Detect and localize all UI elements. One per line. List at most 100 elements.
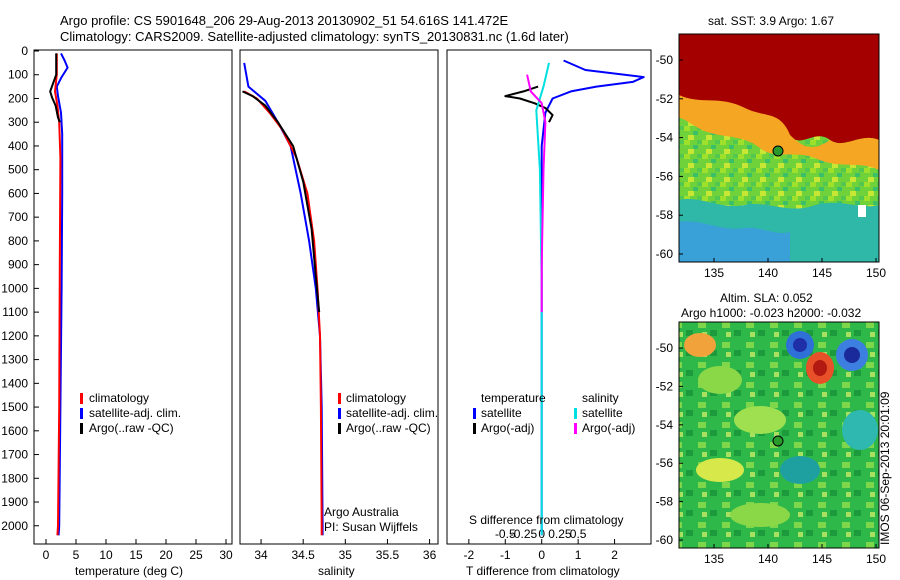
difference-profiles <box>504 59 645 536</box>
salinity-plot-frame <box>239 49 439 545</box>
sst-map-field <box>679 34 879 262</box>
temperature-tick-label: 0 <box>43 548 50 562</box>
lon-tick-label: 135 <box>704 552 724 566</box>
depth-tick-label: 1400 <box>1 376 28 390</box>
lon-tick-label: 135 <box>704 266 724 280</box>
sla-moderate-south <box>730 503 790 527</box>
temperature-tick-label: 10 <box>99 548 113 562</box>
lon-tick-label: 150 <box>866 266 886 280</box>
lat-tick-label: -50 <box>656 53 674 67</box>
legend-swatch-climatology <box>80 393 83 404</box>
temperature-xlabel: temperature (deg C) <box>75 564 183 578</box>
sla-map-field <box>679 322 879 548</box>
tdiff-tick-label: 2 <box>611 548 618 562</box>
sla-moderate-west <box>698 366 742 394</box>
depth-tick-label: 300 <box>8 115 28 129</box>
series-line <box>243 90 323 536</box>
depth-tick-label: 400 <box>8 139 28 153</box>
sst-warm-region <box>679 34 879 144</box>
sla-high-southwest <box>696 458 744 482</box>
lat-tick-label: -60 <box>656 533 674 547</box>
lat-tick-label: -54 <box>656 131 674 145</box>
lat-tick-label: -56 <box>656 169 674 183</box>
lat-tick-label: -58 <box>656 495 674 509</box>
sdiff-tick-label: -0.5 <box>495 527 516 541</box>
sla-low-east-core <box>844 347 860 363</box>
temperature-tick-label: 5 <box>73 548 80 562</box>
difference-top-title: S difference from climatology <box>469 513 624 527</box>
header-line1: Argo profile: CS 5901648_206 29-Aug-2013… <box>60 13 508 28</box>
temperature-panel: 0100200300400500600700800900100011001200… <box>1 44 451 578</box>
lon-tick-label: 150 <box>866 552 886 566</box>
temperature-tick-label: 20 <box>159 548 173 562</box>
lon-tick-label: 145 <box>812 552 832 566</box>
depth-tick-label: 1600 <box>1 424 28 438</box>
sla-high-west <box>684 333 716 357</box>
legend-sal-satellite: satellite <box>582 406 623 420</box>
depth-tick-label: 600 <box>8 186 28 200</box>
sla-map-title1: Altim. SLA: 0.052 <box>720 291 813 305</box>
credit-line1: Argo Australia <box>324 505 399 519</box>
lon-tick-label: 145 <box>812 266 832 280</box>
sla-map-frame <box>678 321 880 549</box>
sdiff-tick-label: 0.25 <box>548 527 572 541</box>
legend-swatch-argo <box>80 423 83 434</box>
legend-satellite: satellite-adj. clim. <box>89 406 181 420</box>
sla-low-north-core <box>793 338 807 352</box>
depth-tick-label: 100 <box>8 68 28 82</box>
series-line <box>242 90 321 313</box>
depth-tick-label: 200 <box>8 91 28 105</box>
sla-map: Altim. SLA: 0.052 Argo h1000: -0.023 h20… <box>656 291 887 566</box>
depth-tick-label: 500 <box>8 163 28 177</box>
difference-panel: -2 -1 0 1 2-0.5-0.25 0 0.250.5 S difference fr… <box>446 49 652 578</box>
legend-temp-satellite: satellite <box>481 406 522 420</box>
temperature-legend: climatology satellite-adj. clim. Argo(..… <box>80 391 181 435</box>
lon-tick-label: 140 <box>758 266 778 280</box>
salinity-xlabel: salinity <box>318 564 355 578</box>
legend-salinity-header: salinity <box>582 391 619 405</box>
sst-map-title: sat. SST: 3.9 Argo: 1.67 <box>708 14 834 28</box>
series-line <box>54 53 62 536</box>
legend-swatch-sal-argo <box>574 423 577 434</box>
lat-tick-label: -58 <box>656 208 674 222</box>
sla-high-center-core <box>813 360 827 376</box>
sdiff-tick-label: 0.5 <box>570 527 587 541</box>
depth-tick-label: 0 <box>21 44 28 58</box>
depth-tick-label: 900 <box>8 258 28 272</box>
depth-axis: 0 100 200 300 400 500 600 700 800 900 1000 1100 1200… <box>1 44 451 533</box>
temperature-plot-frame <box>33 49 233 545</box>
temperature-tick-label: 15 <box>129 548 143 562</box>
salinity-panel: 34 34.5 35 35.5 36 salinity climatology sate… <box>239 49 439 578</box>
sst-map-lon-axis: 135 140 145 150 <box>704 258 886 280</box>
tdiff-tick-label: 1 <box>575 548 582 562</box>
depth-tick-label: 1700 <box>1 448 28 462</box>
tdiff-tick-label: 0 <box>538 548 545 562</box>
sla-map-lat-axis: -50 -52 -54 -56 -58 -60 <box>656 341 683 547</box>
lat-tick-label: -52 <box>656 92 674 106</box>
lat-tick-label: -60 <box>656 247 674 261</box>
depth-tick-label: 700 <box>8 210 28 224</box>
salinity-tick-label: 35 <box>339 548 353 562</box>
sla-low-south <box>780 456 820 484</box>
series-line <box>535 62 550 536</box>
depth-tick-label: 1200 <box>1 329 28 343</box>
tdiff-tick-label: -1 <box>500 548 511 562</box>
difference-plot-frame <box>446 49 652 545</box>
temperature-profiles <box>49 52 69 536</box>
lat-tick-label: -56 <box>656 456 674 470</box>
legend-swatch-argo <box>338 423 341 434</box>
legend-swatch-climatology <box>338 393 341 404</box>
salinity-profiles <box>242 62 324 536</box>
series-line <box>49 53 61 123</box>
argo-float-marker <box>772 435 784 447</box>
legend-temp-argo: Argo(-adj) <box>481 421 534 435</box>
sla-map-title2: Argo h1000: -0.023 h2000: -0.032 <box>681 306 861 320</box>
header-line2: Climatology: CARS2009. Satellite-adjuste… <box>60 29 569 44</box>
depth-tick-label: 1900 <box>1 495 28 509</box>
credit-line2: PI: Susan Wijffels <box>324 520 418 534</box>
depth-tick-label: 1500 <box>1 400 28 414</box>
legend-temperature-header: temperature <box>481 391 546 405</box>
sst-orange-band <box>679 95 879 170</box>
lat-tick-label: -54 <box>656 418 674 432</box>
